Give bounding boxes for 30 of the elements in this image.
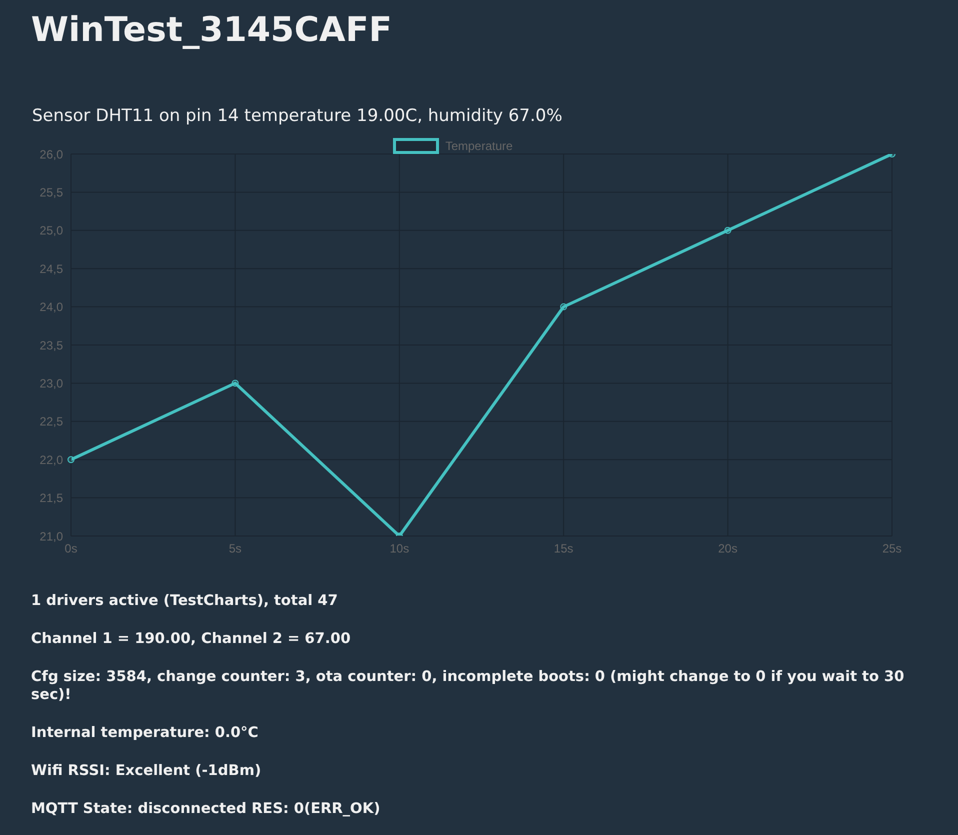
point — [68, 456, 74, 464]
x-tick-label: 5s — [228, 542, 242, 556]
x-tick-label: 20s — [718, 542, 738, 556]
y-tick-label: 25,0 — [40, 224, 64, 238]
y-tick-label: 24,0 — [40, 300, 64, 314]
text: Cfg size: 3584, change counter: 3, ota counter: 0, incomplete boots: 0 (might change to 0 if you wait to 30 sec)! — [31, 668, 906, 704]
x-tick-label: 15s — [554, 542, 574, 556]
y-tick-label: 22,5 — [40, 414, 64, 429]
legend-label: Temperature — [445, 139, 513, 153]
y-tick-label: 25,5 — [40, 185, 64, 200]
y-tick-label: 21,5 — [40, 491, 64, 506]
y-tick-label: 22,0 — [40, 452, 64, 467]
y-tick-label: 23,0 — [40, 376, 64, 390]
point — [232, 380, 239, 387]
x-tick-label: 10s — [390, 542, 410, 556]
point — [724, 226, 732, 234]
point — [560, 303, 568, 310]
chart-title: WinTest_3145CAFF — [31, 10, 392, 50]
text: MQTT State: disconnected RES: 0(ERR_OK) — [31, 800, 382, 818]
text: Internal temperature: 0.0°C — [31, 724, 260, 742]
text: Wifi RSSI: Excellent (-1dBm) — [31, 762, 262, 780]
y-tick-label: 26,0 — [40, 147, 64, 162]
x-tick-label: 0s — [64, 542, 78, 556]
chart-subtitle: Sensor DHT11 on pin 14 temperature 19.00C, humidity 67.0% — [32, 106, 562, 126]
y-tick-label: 21,0 — [40, 529, 64, 544]
text: Channel 1 = 190.00, Channel 2 = 67.00 — [31, 630, 352, 648]
y-tick-label: 24,5 — [40, 262, 64, 276]
x-tick-label: 25s — [882, 542, 902, 556]
text: 1 drivers active (TestCharts), total 47 — [31, 592, 339, 610]
y-tick-label: 23,5 — [40, 338, 64, 352]
